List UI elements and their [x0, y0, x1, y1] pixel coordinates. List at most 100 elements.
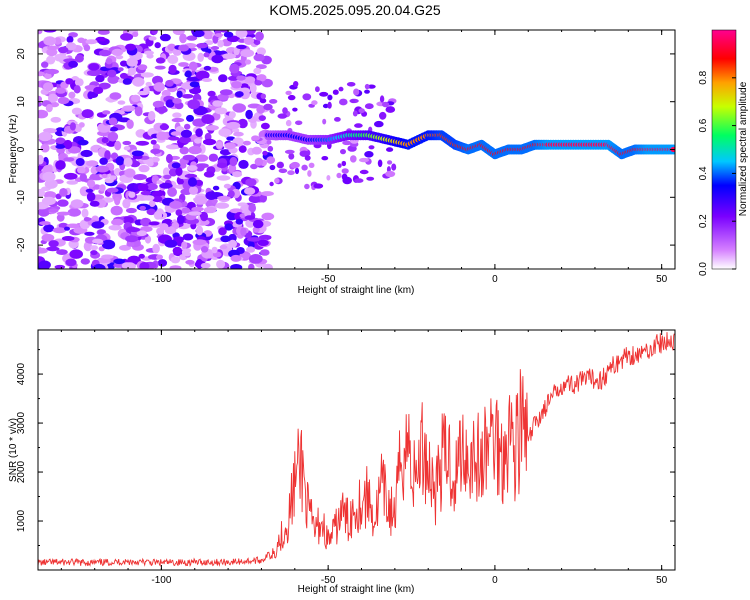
colorbar: 0.0 0.2 0.4 0.6 0.8 Normalized spectral ampl…: [698, 29, 749, 276]
noise-blob: [55, 137, 66, 144]
noise-blob: [107, 69, 117, 78]
noise-blob: [38, 102, 42, 107]
noise-blob: [299, 150, 310, 157]
noise-blob: [364, 89, 370, 94]
noise-blob: [93, 86, 104, 94]
noise-blob: [167, 43, 176, 51]
noise-blob: [228, 239, 237, 248]
noise-blob: [222, 53, 236, 60]
noise-blob: [231, 81, 242, 89]
noise-blob: [284, 149, 295, 154]
noise-blob: [167, 54, 179, 64]
noise-blob: [285, 90, 292, 96]
noise-blob: [56, 213, 65, 222]
noise-blob: [43, 36, 57, 46]
noise-blob: [224, 223, 233, 231]
noise-blob: [368, 145, 375, 150]
noise-blob: [261, 212, 275, 221]
noise-blob: [168, 136, 180, 141]
noise-blob: [181, 241, 188, 249]
noise-blob: [107, 75, 119, 84]
noise-blob: [98, 82, 111, 90]
noise-blob: [110, 175, 117, 181]
noise-blob: [195, 154, 209, 162]
noise-blob: [249, 83, 257, 94]
noise-blob: [259, 98, 267, 104]
noise-blob: [211, 54, 224, 64]
noise-blob: [260, 93, 266, 99]
noise-blob: [167, 187, 178, 197]
noise-blob: [89, 200, 100, 207]
noise-blob: [244, 215, 255, 220]
noise-blob: [192, 30, 205, 38]
noise-blob: [156, 131, 168, 141]
noise-blob: [201, 78, 213, 82]
noise-blob: [66, 180, 78, 185]
noise-blob: [178, 62, 189, 67]
noise-blob: [233, 46, 240, 56]
noise-blob: [386, 147, 394, 152]
noise-blob: [207, 90, 216, 97]
noise-blob: [217, 195, 231, 201]
noise-blob: [321, 156, 329, 161]
noise-blob: [203, 30, 214, 40]
noise-blob: [341, 160, 347, 167]
noise-blob: [359, 169, 369, 175]
noise-blob: [39, 221, 51, 226]
noise-blob: [151, 190, 164, 197]
noise-blob: [163, 174, 172, 180]
noise-blob: [115, 156, 125, 166]
noise-blob: [84, 231, 95, 236]
noise-blob: [92, 184, 101, 190]
noise-blob: [233, 131, 244, 137]
noise-blob: [99, 184, 106, 192]
noise-blob: [117, 67, 124, 72]
noise-blob: [123, 157, 133, 167]
noise-blob: [165, 79, 174, 87]
noise-blob: [150, 148, 161, 155]
y-tick-label: 1000: [16, 509, 27, 532]
noise-blob: [90, 250, 98, 256]
noise-blob: [235, 91, 244, 98]
noise-blob: [139, 205, 146, 211]
noise-blob: [128, 191, 136, 198]
noise-blob: [257, 239, 269, 246]
noise-blob: [77, 37, 86, 44]
snr-ticks: -100 -50 0 50 4000 3000 2000 1000: [16, 330, 675, 586]
noise-blob: [146, 183, 158, 191]
x-tick-label: 0: [492, 575, 498, 586]
noise-blob: [122, 78, 132, 85]
noise-blob: [131, 94, 141, 103]
noise-blob: [196, 225, 204, 236]
noise-blob: [292, 107, 298, 112]
noise-blob: [258, 234, 272, 241]
noise-blob: [261, 78, 273, 88]
noise-blob: [350, 155, 357, 163]
noise-blob: [79, 173, 88, 182]
noise-blob: [245, 109, 253, 120]
noise-blob: [169, 200, 183, 209]
noise-blob: [87, 179, 96, 188]
noise-blob: [38, 188, 46, 197]
noise-blob: [143, 86, 150, 94]
noise-blob: [68, 91, 76, 99]
noise-blob: [54, 264, 66, 269]
noise-blob: [74, 78, 84, 87]
chart-title: KOM5.2025.095.20.04.G25: [269, 2, 441, 18]
noise-blob: [146, 208, 156, 216]
noise-blob: [184, 70, 192, 78]
noise-blob: [235, 30, 248, 38]
noise-blob: [66, 223, 80, 229]
noise-blob: [229, 63, 240, 74]
noise-blob: [188, 186, 199, 195]
noise-blob: [114, 196, 121, 206]
noise-blob: [244, 76, 256, 84]
x-tick-label: -100: [151, 575, 171, 586]
noise-blob: [200, 211, 209, 222]
noise-blob: [248, 194, 262, 204]
noise-blob: [359, 157, 369, 163]
noise-blob: [173, 236, 185, 242]
noise-blob: [187, 99, 200, 110]
y-tick-label: 4000: [16, 363, 27, 386]
noise-blob: [215, 202, 230, 209]
